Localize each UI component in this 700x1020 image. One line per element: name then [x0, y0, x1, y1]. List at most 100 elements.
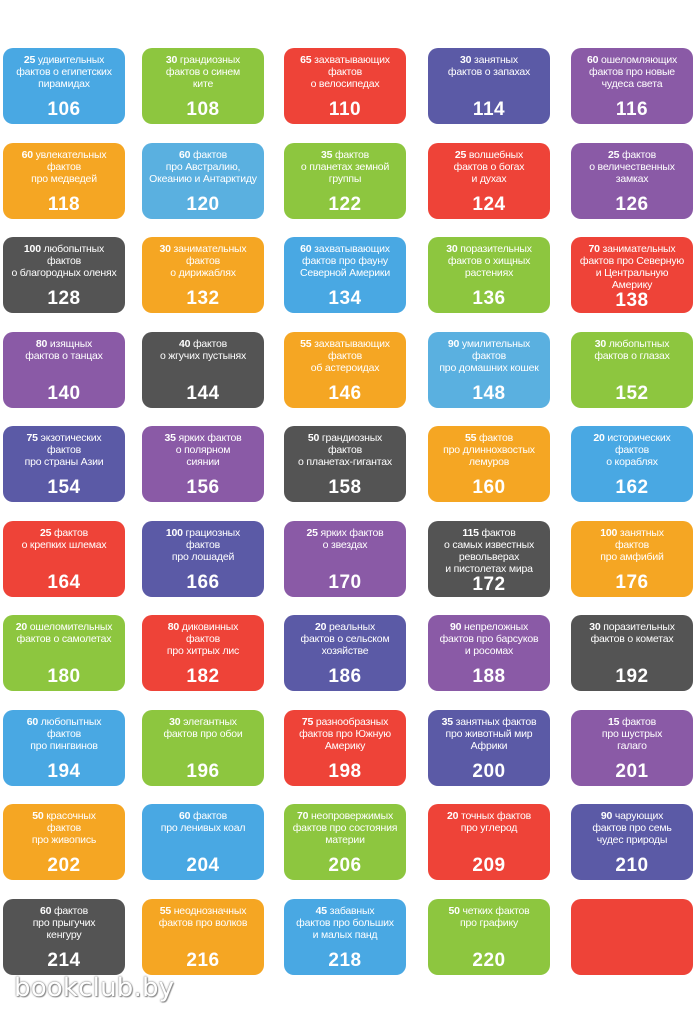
contents-tile: 75 экзотических фактов про страны Азии 15… — [3, 426, 125, 502]
tile-count: 20 — [447, 810, 459, 822]
tile-count: 70 — [588, 243, 600, 255]
tile-page-number: 220 — [472, 950, 506, 971]
tile-count: 50 — [307, 432, 320, 444]
contents-tile: 60 фактов про Австралию, Океанию и Антар… — [142, 143, 264, 219]
tile-count: 25 — [306, 527, 318, 539]
tile-count: 30 — [446, 243, 458, 255]
tile-text: 35 фактов о планетах земной группы — [290, 149, 400, 185]
tile-text: 50 грандиозных фактов о планетах-гиганта… — [290, 432, 400, 468]
tile-title: непреложных фактов про барсуков и росома… — [439, 621, 539, 657]
tile-count: 100 — [23, 243, 41, 255]
tile-title: поразительных фактов о кометах — [590, 621, 675, 645]
tile-title: фактов про шустрых галаго — [601, 716, 663, 752]
tile-page-number: 114 — [472, 99, 506, 120]
tile-text: 35 ярких фактов о полярном сиянии — [148, 432, 258, 468]
tile-text: 45 забавных фактов про больших и малых п… — [290, 905, 400, 941]
tile-count: 60 — [21, 149, 33, 161]
tile-title: забавных фактов про больших и малых панд — [296, 905, 394, 941]
contents-tile: 35 фактов о планетах земной группы 122 — [284, 143, 406, 219]
contents-tile: 60 увлекательных фактов про медведей 118 — [3, 143, 125, 219]
tile-title: фактов о жгучих пустынях — [159, 338, 247, 362]
contents-tile: 35 ярких фактов о полярном сиянии 156 — [142, 426, 264, 502]
tile-count: 30 — [165, 54, 178, 66]
tile-text: 60 ошеломляющих фактов про новые чудеса … — [577, 54, 687, 90]
tile-text: 50 красочных фактов про живопись — [9, 810, 119, 846]
tile-text: 30 любопытных фактов о глазах — [577, 338, 687, 362]
tile-title: грандиозных фактов о синем ките — [165, 54, 241, 90]
tile-title: фактов про ленивых коал — [160, 810, 246, 834]
tile-page-number: 194 — [47, 761, 81, 782]
tile-title: захватывающих фактов о велосипедах — [310, 54, 390, 90]
tile-text: 60 любопытных фактов про пингвинов — [9, 716, 119, 752]
tile-page-number: 126 — [615, 194, 649, 215]
tile-page-number: 202 — [47, 855, 81, 876]
tile-page-number: 158 — [328, 477, 362, 498]
tile-title: неопровержимых фактов про состояния мате… — [292, 810, 398, 846]
contents-tile: 20 точных фактов про углерод 209 — [428, 804, 550, 880]
tile-count: 100 — [600, 527, 618, 539]
tile-title: фактов о планетах земной группы — [300, 149, 390, 185]
tile-title: грациозных фактов про лошадей — [171, 527, 241, 563]
tile-count: 65 — [300, 54, 312, 66]
contents-tile: 30 занимательных фактов о дирижаблях 132 — [142, 237, 264, 313]
tile-text: 30 занятных фактов о запахах — [434, 54, 544, 78]
tile-title: фактов про прыгучих кенгуру — [32, 905, 96, 941]
contents-tile: 60 любопытных фактов про пингвинов 194 — [3, 710, 125, 786]
tile-count: 60 — [39, 905, 52, 917]
tile-count: 30 — [159, 243, 171, 255]
tile-text: 30 поразительных фактов о кометах — [577, 621, 687, 645]
tile-page-number: 188 — [472, 666, 506, 687]
tile-text: 25 волшебных фактов о богах и духах — [434, 149, 544, 185]
tile-title: элегантных фактов про обои — [163, 716, 243, 740]
tile-text: 90 умилительных фактов про домашних коше… — [434, 338, 544, 374]
tile-title: умилительных фактов про домашних кошек — [439, 338, 539, 374]
tile-title: ошеломляющих фактов про новые чудеса све… — [589, 54, 678, 90]
tile-count: 45 — [315, 905, 327, 917]
contents-tile: 55 неоднозначных фактов про волков 216 — [142, 899, 264, 975]
contents-tile: 50 четких фактов про графику 220 — [428, 899, 550, 975]
tile-text: 20 реальных фактов о сельском хозяйстве — [290, 621, 400, 657]
tile-text: 25 удивительных фактов о египетских пира… — [9, 54, 119, 90]
tile-text: 80 изящных фактов о танцах — [9, 338, 119, 362]
contents-tile: 80 диковинных фактов про хитрых лис 182 — [142, 615, 264, 691]
tile-text: 55 неоднозначных фактов про волков — [148, 905, 258, 929]
tile-text: 70 занимательных фактов про Северную и Ц… — [577, 243, 687, 291]
tile-count: 20 — [314, 621, 327, 633]
tile-text: 30 занимательных фактов о дирижаблях — [148, 243, 258, 279]
tile-title: реальных фактов о сельском хозяйстве — [300, 621, 390, 657]
tile-count: 75 — [26, 432, 38, 444]
tile-page-number: 172 — [472, 574, 506, 595]
tile-count: 90 — [449, 621, 462, 633]
tile-page-number: 192 — [615, 666, 649, 687]
tile-text: 75 разнообразных фактов про Южную Америк… — [290, 716, 400, 752]
tile-title: неоднозначных фактов про волков — [158, 905, 248, 929]
tile-title: фактов о крепких шлемах — [21, 527, 107, 551]
tile-count: 75 — [301, 716, 314, 728]
tile-page-number: 116 — [615, 99, 649, 120]
tile-page-number: 140 — [47, 383, 81, 404]
contents-tile: 25 удивительных фактов о египетских пира… — [3, 48, 125, 124]
tile-page-number: 108 — [186, 99, 220, 120]
contents-tile: 20 исторических фактов о кораблях 162 — [571, 426, 693, 502]
tile-title: четких фактов про графику — [459, 905, 530, 929]
tile-page-number: 136 — [472, 288, 506, 309]
tile-count: 90 — [600, 810, 613, 822]
tile-page-number: 210 — [615, 855, 649, 876]
tile-text: 25 фактов о крепких шлемах — [9, 527, 119, 551]
contents-tile: 15 фактов про шустрых галаго 201 — [571, 710, 693, 786]
tile-title: занятных фактов о запахах — [447, 54, 531, 78]
tile-title: диковинных фактов про хитрых лис — [166, 621, 240, 657]
tile-count: 25 — [23, 54, 36, 66]
tile-count: 70 — [296, 810, 309, 822]
tile-text: 80 диковинных фактов про хитрых лис — [148, 621, 258, 657]
contents-tile: 25 фактов о величественных замках 126 — [571, 143, 693, 219]
contents-tile: 25 фактов о крепких шлемах 164 — [3, 521, 125, 597]
tile-title: увлекательных фактов про медведей — [31, 149, 107, 185]
tile-count: 60 — [26, 716, 39, 728]
tile-page-number: 128 — [47, 288, 81, 309]
tile-text: 60 захватывающих фактов про фауну Северн… — [290, 243, 400, 279]
contents-tile: 90 умилительных фактов про домашних коше… — [428, 332, 550, 408]
contents-tile: 20 реальных фактов о сельском хозяйстве 1… — [284, 615, 406, 691]
tile-title: грандиозных фактов о планетах-гигантах — [298, 432, 392, 468]
contents-tile: 50 красочных фактов про живопись 202 — [3, 804, 125, 880]
